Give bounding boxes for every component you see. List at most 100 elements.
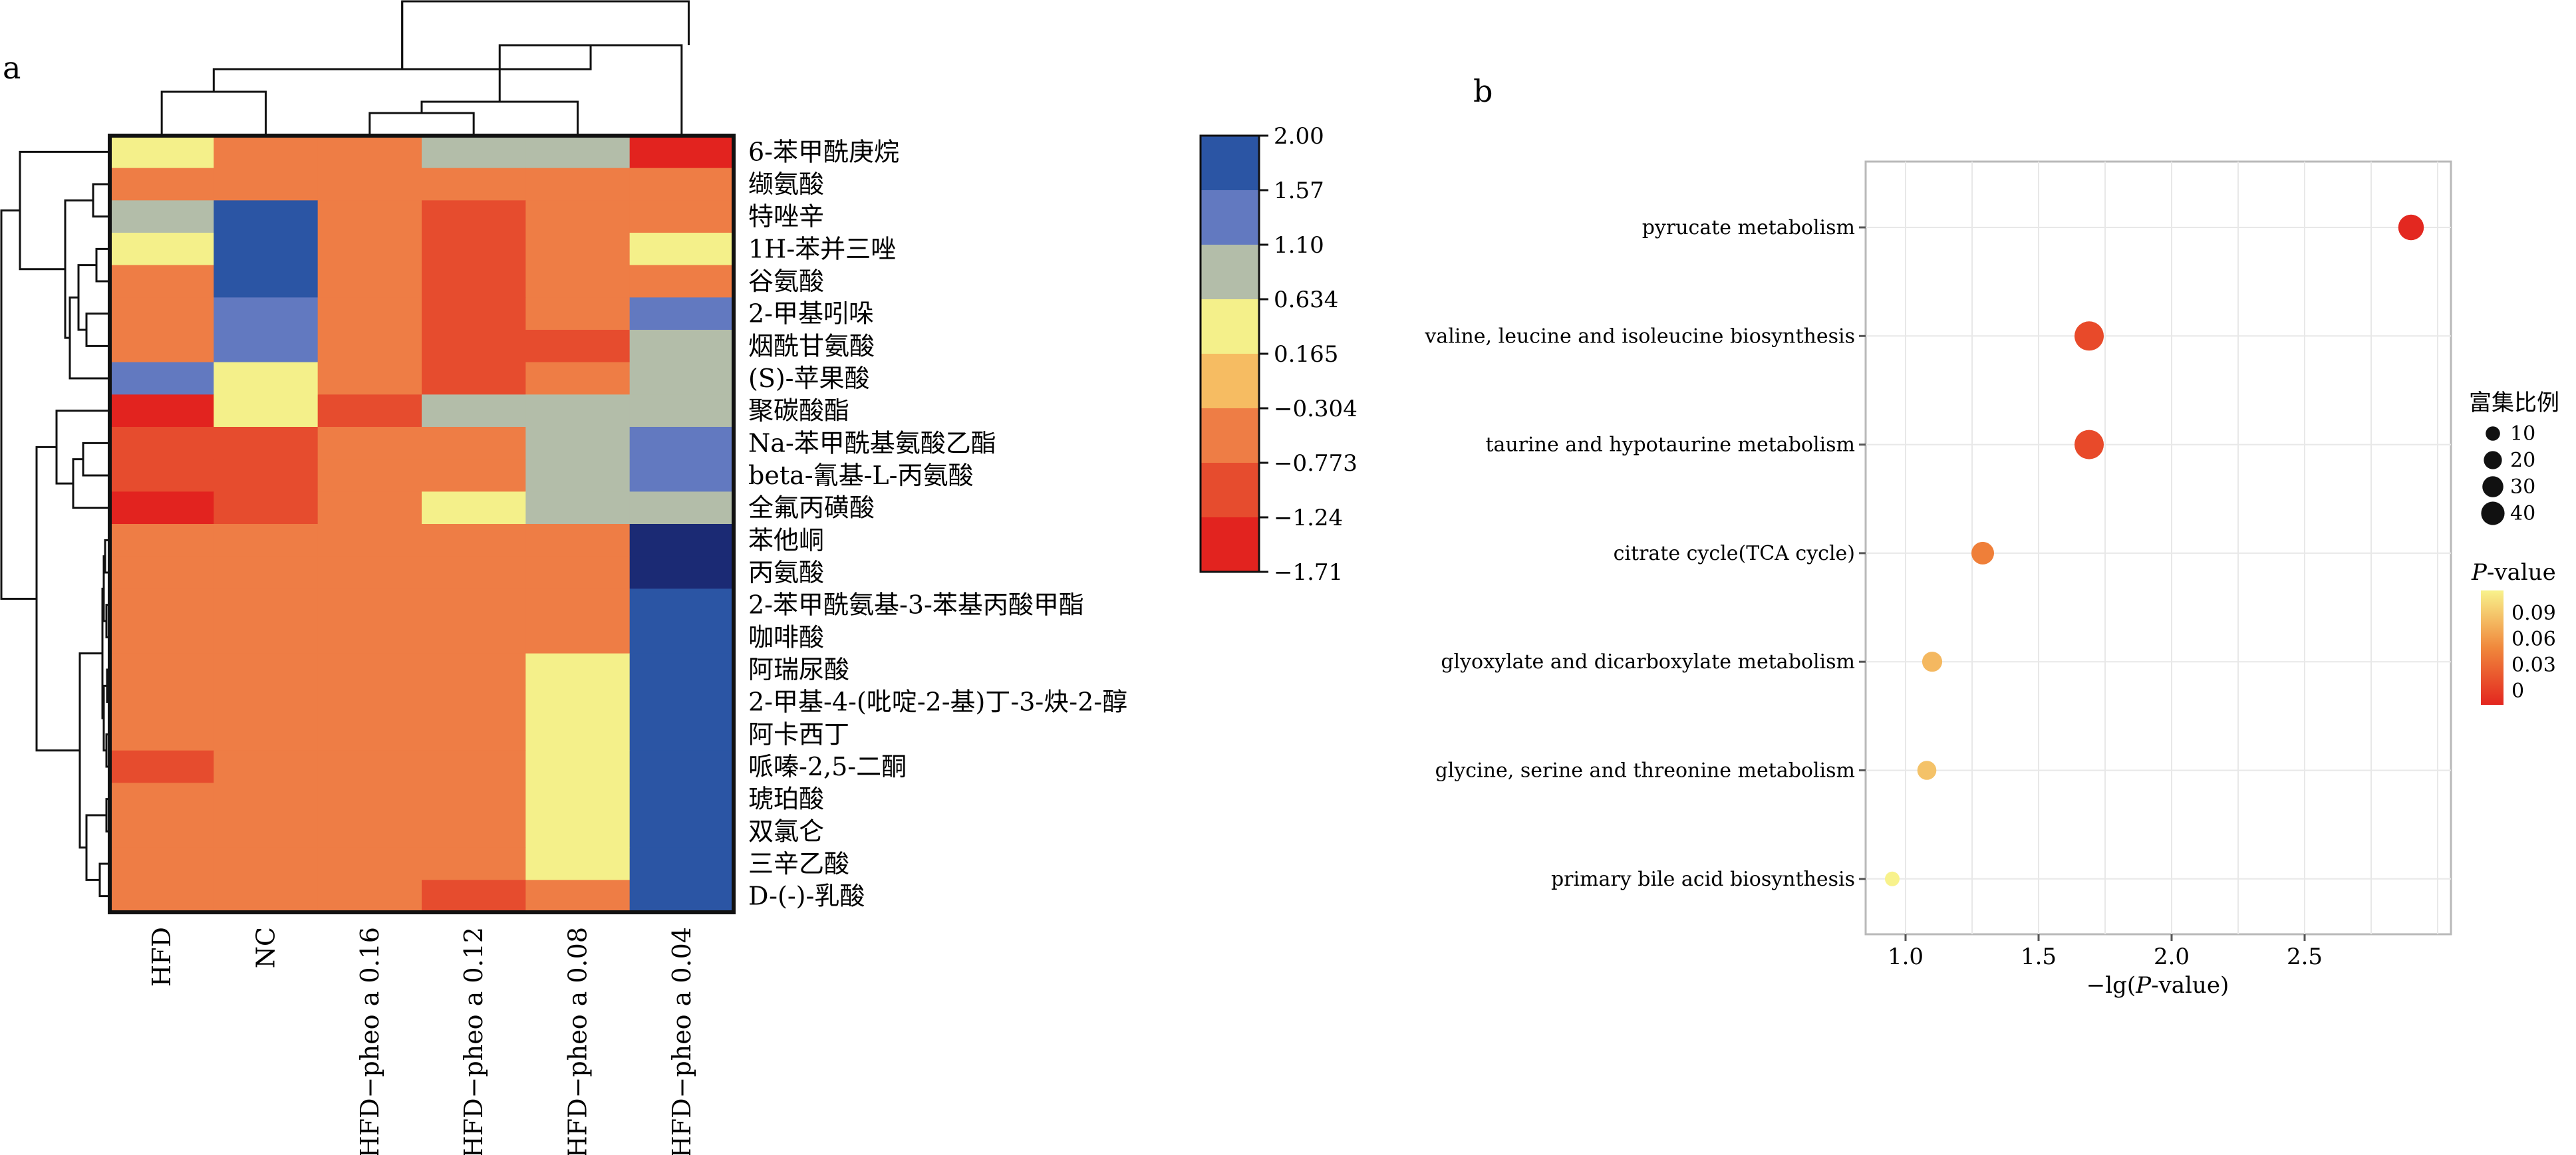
heatmap-cell <box>214 297 319 330</box>
column-label: HFD <box>147 927 176 987</box>
colorbar-segment <box>1201 136 1259 191</box>
heatmap-cell <box>629 394 734 428</box>
size-legend-dot <box>2481 501 2505 525</box>
heatmap-cell <box>317 653 422 686</box>
heatmap-cell <box>214 718 319 751</box>
x-axis-label: −lg(P-value) <box>2086 972 2229 999</box>
heatmap-cell <box>629 653 734 686</box>
heatmap-cell <box>214 394 319 428</box>
y-tick-label: glycine, serine and threonine metabolism <box>1435 759 1855 783</box>
heatmap-cell <box>422 750 526 783</box>
heatmap-cell <box>110 815 214 848</box>
heatmap-cell <box>629 330 734 363</box>
heatmap-cell <box>422 556 526 589</box>
colorbar-tick-label: −0.773 <box>1274 450 1358 477</box>
plot-area <box>1864 160 2452 936</box>
heatmap-cell <box>110 491 214 525</box>
heatmap-cell <box>422 136 526 169</box>
heatmap-cell <box>525 750 631 783</box>
bubble-point <box>2398 214 2424 241</box>
color-legend-bar <box>2481 590 2504 705</box>
color-legend-label: 0.06 <box>2511 628 2556 651</box>
dendrogram-branch <box>0 209 37 600</box>
dendrogram-branch <box>78 652 102 849</box>
heatmap-cell <box>110 621 214 654</box>
heatmap-cell <box>422 491 526 525</box>
bubble-point <box>1922 652 1943 672</box>
heatmap-cell <box>110 265 214 298</box>
dendrogram-branch <box>92 183 110 218</box>
colorbar-tick-label: −1.71 <box>1274 559 1343 586</box>
heatmap-cell <box>110 427 214 460</box>
heatmap-cell <box>317 718 422 751</box>
column-label: NC <box>251 927 281 968</box>
heatmap-cell <box>525 783 631 816</box>
heatmap-cell <box>525 653 631 686</box>
bubble-point <box>2075 321 2104 351</box>
colorbar-segment <box>1201 354 1259 409</box>
heatmap-cell <box>110 200 214 233</box>
colorbar-segment <box>1201 245 1259 300</box>
dendrogram-branch <box>72 458 110 509</box>
column-label: HFD−pheo a 0.16 <box>355 927 384 1155</box>
heatmap-cell <box>629 136 734 169</box>
row-label: 6-苯甲酰庚烷 <box>748 137 899 166</box>
row-dendrogram <box>0 150 110 898</box>
heatmap-cell <box>214 459 319 492</box>
colorbar-segment <box>1201 517 1259 573</box>
bubble-points <box>1884 214 2424 886</box>
row-label: Na-苯甲酰基氨酸乙酯 <box>748 428 996 457</box>
heatmap-cell <box>110 686 214 719</box>
size-legend-label: 10 <box>2510 422 2535 446</box>
row-label: 谷氨酸 <box>748 267 824 296</box>
y-tick-label: primary bile acid biosynthesis <box>1551 868 1855 891</box>
heatmap-cell <box>317 556 422 589</box>
heatmap-cell <box>110 394 214 428</box>
heatmap-cell <box>317 686 422 719</box>
heatmap-cell <box>110 718 214 751</box>
y-tick-label: citrate cycle(TCA cycle) <box>1614 542 1855 565</box>
y-tick-label: valine, leucine and isoleucine biosynthe… <box>1424 324 1855 348</box>
heatmap-cell <box>525 200 631 233</box>
x-axis: 1.0 1.5 2.0 2.5 <box>1888 934 2323 970</box>
heatmap-cell <box>317 621 422 654</box>
heatmap-cell <box>110 880 214 913</box>
panel-label-b: b <box>1473 73 1493 109</box>
heatmap-cell <box>317 362 422 395</box>
heatmap-cell <box>214 556 319 589</box>
dendrogram-branch <box>160 90 267 136</box>
color-legend-label: 0.03 <box>2511 654 2556 677</box>
heatmap-cell <box>214 233 319 266</box>
column-labels: HFD NC HFD−pheo a 0.16 HFD−pheo a 0.12 HFD−p… <box>147 927 696 1155</box>
heatmap-cell <box>422 427 526 460</box>
heatmap-cell <box>214 136 319 169</box>
heatmap-cell <box>629 459 734 492</box>
row-label: 缬氨酸 <box>748 170 824 199</box>
heatmap-cell <box>525 880 631 913</box>
size-legend-label: 40 <box>2510 502 2535 525</box>
heatmap-cell <box>525 686 631 719</box>
colorbar-tick-label: −0.304 <box>1274 396 1358 422</box>
heatmap-cell <box>110 750 214 783</box>
heatmap-cell <box>317 783 422 816</box>
heatmap-cell <box>422 686 526 719</box>
row-label: D-(-)-乳酸 <box>748 882 865 911</box>
heatmap-cell <box>317 233 422 266</box>
row-label: 哌嗪-2,5-二酮 <box>748 752 907 781</box>
colorbar-tick-label: 1.10 <box>1274 232 1324 259</box>
heatmap-cell <box>214 168 319 201</box>
y-tick-label: pyrucate metabolism <box>1642 216 1855 239</box>
heatmap-cell <box>317 491 422 525</box>
heatmap-cell <box>629 783 734 816</box>
row-label: 2-甲基吲哚 <box>748 299 874 328</box>
heatmap-cell <box>422 588 526 622</box>
colorbar-segment <box>1201 408 1259 463</box>
colorbar-tick-label: 0.165 <box>1274 341 1338 368</box>
heatmap-cell <box>422 200 526 233</box>
heatmap-cell <box>629 491 734 525</box>
bubble-panel: pyrucate metabolism valine, leucine and i… <box>1424 160 2559 999</box>
heatmap-cell <box>110 783 214 816</box>
x-tick-label: 2.0 <box>2154 944 2190 970</box>
heatmap-cell <box>214 265 319 298</box>
heatmap-cell <box>422 783 526 816</box>
